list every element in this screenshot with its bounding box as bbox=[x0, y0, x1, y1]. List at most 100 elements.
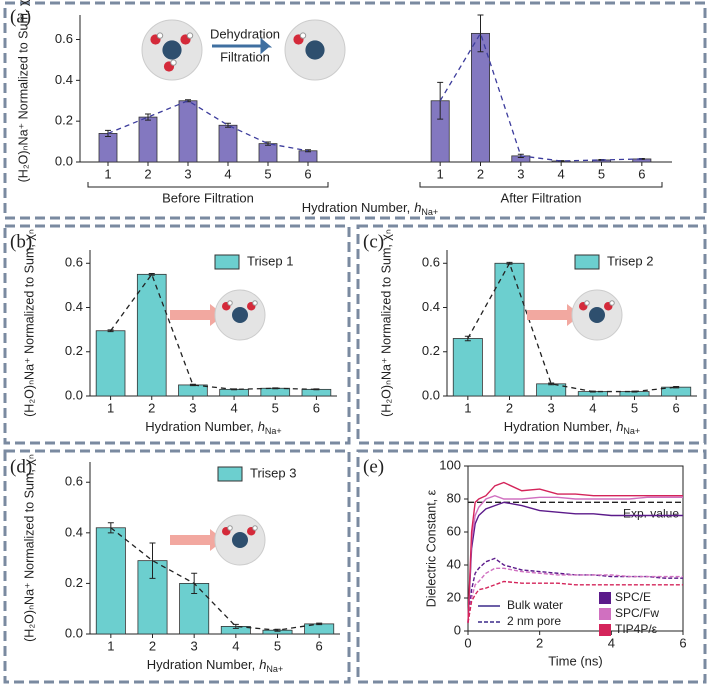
x-tick-label: 1 bbox=[437, 166, 444, 181]
y-tick-label: 0.2 bbox=[65, 575, 83, 590]
x-tick-label: 6 bbox=[673, 400, 680, 415]
x-axis-label: Hydration Number, hNa+ bbox=[145, 419, 281, 436]
bar bbox=[452, 338, 483, 397]
group-label: Before Filtration bbox=[162, 190, 254, 205]
y-tick-label: 0.0 bbox=[422, 387, 440, 402]
x-tick-label: 2 bbox=[148, 400, 155, 415]
x-axis-label: Hydration Number, hNa+ bbox=[147, 657, 283, 674]
y-axis-label: (H₂O)ₙNa⁺ Normalized to Sum, χₙ bbox=[379, 229, 393, 417]
line bbox=[467, 501, 683, 623]
x-tick-label: 6 bbox=[316, 638, 323, 653]
panel-frame bbox=[356, 449, 707, 684]
error-bar bbox=[149, 542, 156, 579]
icon bbox=[170, 59, 177, 66]
x-tick-label: 2 bbox=[149, 638, 156, 653]
x-tick-label: 5 bbox=[272, 400, 279, 415]
x-label-sub: Na+ bbox=[421, 207, 438, 217]
error-bar bbox=[145, 113, 151, 121]
icon bbox=[170, 304, 224, 326]
x-tick-label: 5 bbox=[274, 638, 281, 653]
legend-label: 2 nm pore bbox=[507, 614, 561, 628]
icon bbox=[305, 40, 325, 60]
x-tick-label: 3 bbox=[189, 400, 196, 415]
line bbox=[467, 580, 683, 623]
x-tick-label: 1 bbox=[107, 400, 114, 415]
x-tick-label: 4 bbox=[608, 635, 615, 650]
bar bbox=[98, 133, 118, 163]
legend-label: Trisep 1 bbox=[247, 253, 293, 268]
annotation: Dehydration bbox=[210, 26, 280, 41]
icon bbox=[252, 300, 258, 306]
y-tick-label: 0 bbox=[454, 622, 461, 637]
bar bbox=[138, 116, 158, 163]
x-label-sub: Na+ bbox=[266, 664, 283, 674]
error-bar bbox=[548, 382, 555, 386]
bar bbox=[218, 124, 238, 163]
trend-line bbox=[110, 527, 320, 631]
reference-label: Exp. value bbox=[623, 506, 679, 520]
bar bbox=[219, 388, 249, 397]
legend-swatch bbox=[599, 608, 611, 620]
y-axis-label: (H₂O)ₙNa⁺ Normalized to Sum, χₙ bbox=[22, 454, 36, 642]
x-tick-label: 2 bbox=[477, 166, 484, 181]
panel-frame bbox=[3, 1, 707, 220]
y-axis-label: Dielectric Constant, ε bbox=[424, 489, 438, 607]
x-label-text: Hydration Number, bbox=[302, 200, 410, 215]
icon bbox=[227, 300, 233, 306]
bar bbox=[298, 150, 318, 163]
y-tick-label: 0.0 bbox=[65, 387, 83, 402]
x-tick-label: 4 bbox=[589, 400, 596, 415]
y-tick-label: 80 bbox=[447, 490, 461, 505]
legend-swatch bbox=[599, 592, 611, 604]
group-label: After Filtration bbox=[501, 190, 582, 205]
x-tick-label: 3 bbox=[184, 166, 191, 181]
x-tick-label: 4 bbox=[558, 166, 565, 181]
icon bbox=[232, 307, 248, 323]
x-tick-label: 3 bbox=[548, 400, 555, 415]
legend-swatch bbox=[599, 624, 611, 636]
error-bar bbox=[225, 122, 231, 128]
error-bar bbox=[305, 149, 311, 153]
error-bar bbox=[464, 335, 471, 342]
icon bbox=[252, 525, 258, 531]
y-axis-label: (H₂O)ₙNa⁺ Normalized to Sum, χₙ bbox=[22, 229, 36, 417]
panel-label: (e) bbox=[363, 456, 384, 477]
annotation: Filtration bbox=[220, 49, 270, 64]
icon bbox=[232, 532, 248, 548]
bar bbox=[136, 273, 167, 397]
y-tick-label: 0.2 bbox=[55, 113, 73, 128]
legend-swatch bbox=[574, 254, 600, 270]
bar bbox=[95, 330, 126, 397]
bar bbox=[260, 387, 291, 397]
icon bbox=[584, 300, 590, 306]
x-tick-label: 5 bbox=[264, 166, 271, 181]
y-tick-label: 40 bbox=[447, 556, 461, 571]
x-label-var: h bbox=[258, 419, 265, 434]
error-bar bbox=[107, 522, 114, 534]
legend-label: Trisep 2 bbox=[607, 253, 653, 268]
x-tick-label: 4 bbox=[232, 638, 239, 653]
x-label-sub: Na+ bbox=[623, 426, 640, 436]
legend-label: Bulk water bbox=[507, 598, 563, 612]
icon bbox=[227, 525, 233, 531]
x-tick-label: 3 bbox=[191, 638, 198, 653]
legend-label: TIP4P/ε bbox=[615, 622, 658, 636]
x-label-var: h bbox=[616, 419, 623, 434]
trend-line bbox=[467, 261, 677, 393]
x-tick-label: 6 bbox=[638, 166, 645, 181]
y-tick-label: 60 bbox=[447, 523, 461, 538]
y-tick-label: 0.0 bbox=[65, 625, 83, 640]
y-tick-label: 0.4 bbox=[65, 299, 83, 314]
y-tick-label: 0.0 bbox=[55, 153, 73, 168]
legend-swatch bbox=[217, 466, 243, 482]
x-tick-label: 4 bbox=[224, 166, 231, 181]
bar bbox=[536, 383, 567, 397]
x-tick-label: 1 bbox=[107, 638, 114, 653]
icon bbox=[186, 32, 194, 39]
x-tick-label: 6 bbox=[304, 166, 311, 181]
trend-line bbox=[110, 272, 317, 391]
legend-label: SPC/E bbox=[615, 590, 651, 604]
arrow bbox=[212, 37, 273, 55]
y-tick-label: 0.6 bbox=[55, 31, 73, 46]
error-bar bbox=[148, 272, 155, 276]
